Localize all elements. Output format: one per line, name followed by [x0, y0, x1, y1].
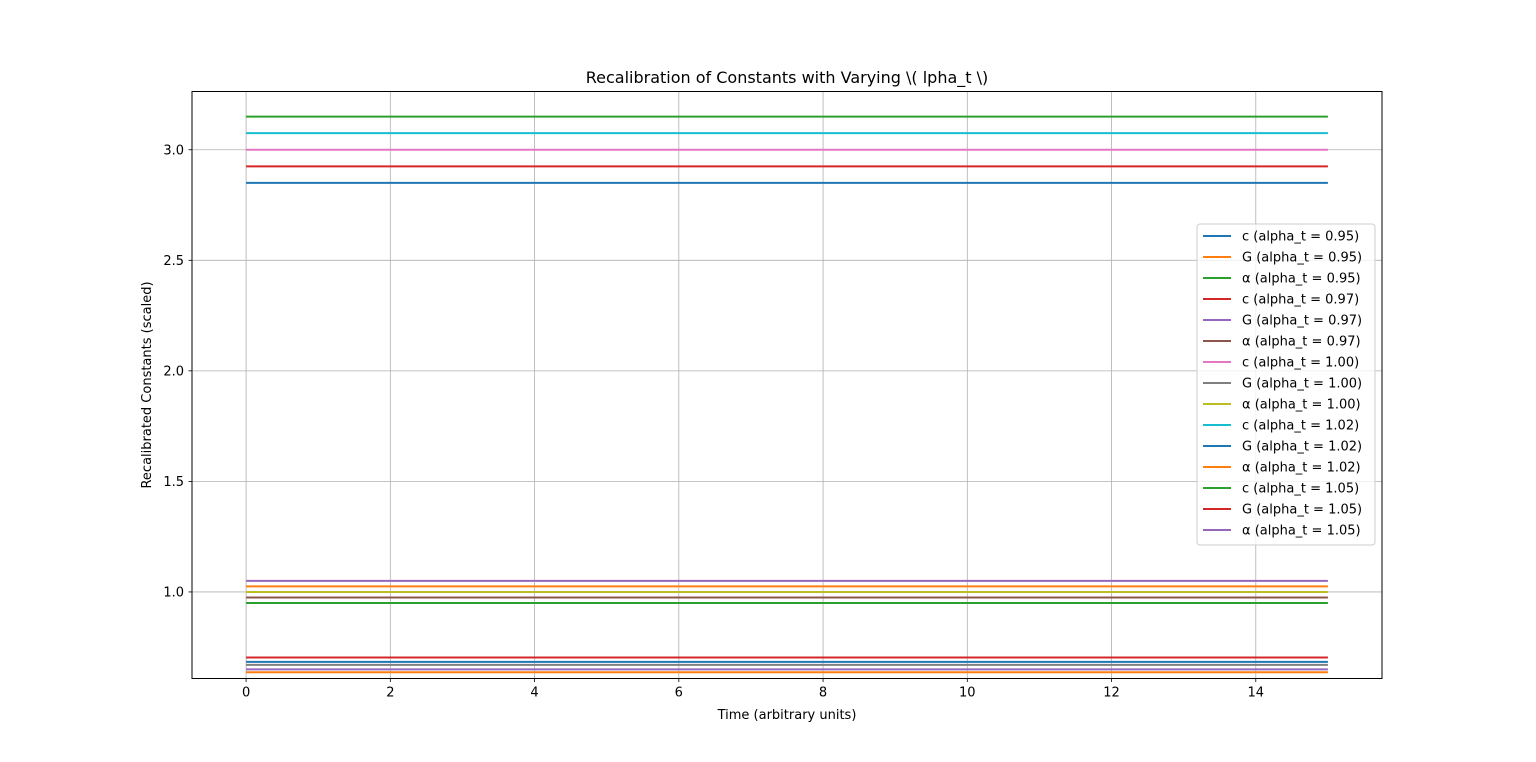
x-tick-label: 0 — [242, 686, 250, 701]
x-tick-label: 12 — [1103, 686, 1120, 701]
legend-label: α (alpha_t = 1.02) — [1242, 461, 1361, 476]
legend-label: G (alpha_t = 1.00) — [1242, 377, 1362, 392]
legend-label: G (alpha_t = 0.97) — [1242, 314, 1362, 329]
legend-label: G (alpha_t = 1.05) — [1242, 503, 1362, 518]
legend-label: α (alpha_t = 1.00) — [1242, 398, 1361, 413]
x-tick-label: 2 — [386, 686, 394, 701]
y-tick-label: 3.0 — [163, 143, 184, 158]
y-tick-label: 2.5 — [163, 254, 184, 269]
y-tick-label: 2.0 — [163, 364, 184, 379]
x-tick-label: 14 — [1248, 686, 1265, 701]
x-tick-label: 8 — [819, 686, 827, 701]
legend-label: G (alpha_t = 1.02) — [1242, 440, 1362, 455]
legend-label: α (alpha_t = 0.95) — [1242, 272, 1361, 287]
x-tick-label: 4 — [530, 686, 538, 701]
x-axis-label: Time (arbitrary units) — [717, 708, 857, 723]
x-tick-label: 10 — [959, 686, 976, 701]
legend-label: α (alpha_t = 0.97) — [1242, 335, 1361, 350]
chart-title: Recalibration of Constants with Varying … — [586, 68, 989, 88]
y-tick-label: 1.5 — [163, 475, 184, 490]
legend-label: G (alpha_t = 0.95) — [1242, 251, 1362, 266]
y-tick-label: 1.0 — [163, 585, 184, 600]
legend: c (alpha_t = 0.95) G (alpha_t = 0.95) α (a… — [1197, 224, 1375, 545]
legend-label: c (alpha_t = 1.00) — [1242, 356, 1359, 371]
x-tick-label: 6 — [675, 686, 683, 701]
legend-label: c (alpha_t = 0.95) — [1242, 230, 1359, 245]
legend-label: c (alpha_t = 1.05) — [1242, 482, 1359, 497]
legend-label: α (alpha_t = 1.05) — [1242, 524, 1361, 539]
legend-label: c (alpha_t = 1.02) — [1242, 419, 1359, 434]
y-axis-label: Recalibrated Constants (scaled) — [140, 281, 155, 488]
legend-label: c (alpha_t = 0.97) — [1242, 293, 1359, 308]
